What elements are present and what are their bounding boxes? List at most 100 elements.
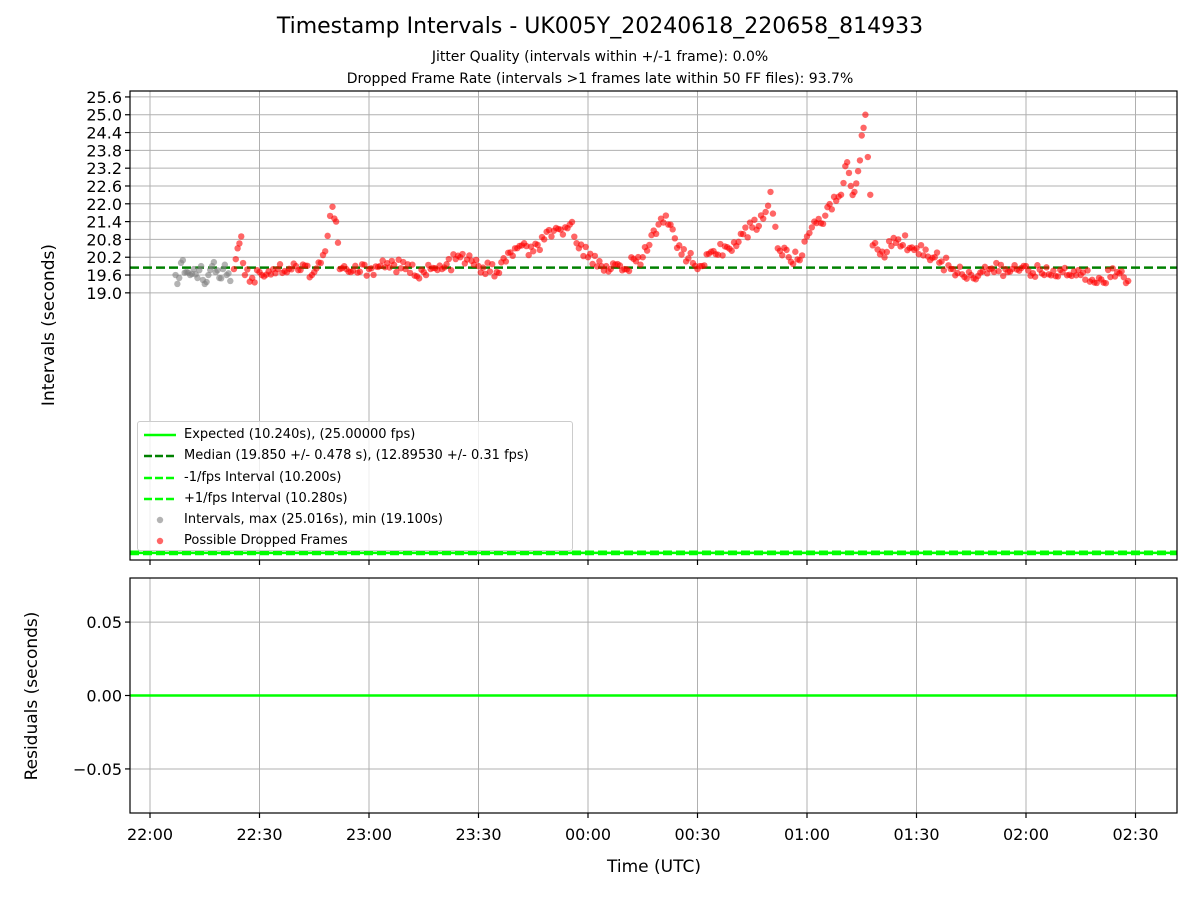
data-point (308, 271, 316, 279)
data-point (744, 234, 751, 241)
data-point (205, 271, 212, 279)
top-y-tick-label: 22.0 (86, 195, 122, 214)
top-y-tick-label: 21.4 (86, 213, 122, 232)
data-point (940, 267, 948, 274)
data-point (965, 268, 973, 276)
data-point (890, 234, 897, 242)
data-point (415, 275, 423, 282)
x-tick-label: 22:00 (127, 825, 173, 844)
chart-legend: Expected (10.240s), (25.00000 fps) Media… (137, 421, 573, 551)
dropped-frame-subtitle: Dropped Frame Rate (intervals >1 frames … (346, 71, 854, 87)
x-tick-label: 23:30 (455, 825, 501, 844)
data-point (1043, 264, 1050, 271)
data-point (687, 249, 694, 257)
data-point (845, 169, 853, 177)
data-point (888, 242, 895, 250)
data-point (616, 262, 624, 269)
data-point (196, 266, 203, 274)
x-tick-label: 01:30 (893, 825, 939, 844)
data-point (276, 261, 284, 268)
data-point (459, 250, 466, 258)
data-point (404, 261, 411, 268)
data-point (246, 278, 253, 285)
data-point (1054, 273, 1062, 280)
data-point (559, 231, 567, 238)
data-point (783, 246, 790, 254)
data-point (984, 270, 991, 277)
data-point (331, 215, 338, 222)
top-panel-y-ticks: 19.019.620.220.821.422.022.623.223.824.4… (86, 88, 130, 303)
data-point (329, 203, 336, 210)
data-point (548, 233, 555, 240)
data-point (637, 261, 644, 268)
data-point (710, 247, 717, 255)
data-point (842, 162, 849, 170)
top-y-tick-label: 23.8 (86, 141, 122, 160)
data-point (239, 259, 247, 267)
data-point (525, 251, 532, 259)
bottom-panel-x-ticks: 22:00 22:30 23:00 23:30 00:00 00:30 01:00 01:30… (127, 813, 1159, 844)
top-y-tick-label: 22.6 (86, 177, 122, 196)
data-point (830, 193, 838, 201)
data-point (673, 244, 681, 252)
data-point (864, 153, 872, 161)
data-point (534, 241, 541, 249)
data-point (883, 248, 891, 256)
data-point (625, 267, 633, 275)
data-point (981, 263, 989, 271)
x-tick-label: 22:30 (236, 825, 282, 844)
data-point (837, 191, 845, 198)
data-point (393, 268, 400, 276)
data-point (938, 258, 945, 265)
data-point (225, 270, 232, 277)
data-point (502, 258, 510, 265)
data-point (1093, 279, 1100, 287)
data-point (363, 272, 370, 279)
data-point (509, 252, 516, 260)
data-point (1031, 273, 1039, 280)
data-point (607, 265, 615, 273)
data-point (999, 272, 1007, 280)
data-point (854, 167, 862, 175)
data-point (290, 260, 297, 267)
data-point (808, 224, 816, 231)
top-panel-points (172, 111, 1132, 288)
data-point (849, 191, 856, 199)
data-point (680, 246, 688, 253)
data-point (789, 260, 797, 268)
data-point (646, 241, 653, 249)
data-point (933, 249, 941, 256)
data-point (826, 200, 833, 208)
data-point (871, 239, 879, 247)
data-point (947, 265, 954, 273)
data-point (381, 264, 389, 271)
data-point (564, 224, 571, 232)
data-point (742, 224, 749, 231)
x-axis-label: Time (UTC) (606, 857, 701, 877)
top-y-tick-label: 19.6 (86, 266, 122, 285)
data-point (479, 264, 487, 271)
data-point (858, 132, 865, 139)
top-y-tick-label: 19.0 (86, 284, 122, 303)
top-y-tick-label: 23.2 (86, 159, 122, 178)
data-point (922, 246, 929, 253)
data-point (767, 188, 774, 196)
legend-minus-fps-swatch (144, 476, 176, 479)
x-tick-label: 00:00 (565, 825, 611, 844)
data-point (203, 278, 210, 286)
data-point (778, 252, 786, 259)
data-point (643, 247, 651, 254)
data-point (232, 255, 239, 263)
bottom-y-tick-label: 0.05 (86, 613, 122, 632)
data-point (885, 237, 893, 245)
data-point (304, 262, 311, 269)
data-point (840, 179, 847, 187)
data-point (288, 266, 295, 273)
data-point (297, 266, 304, 274)
data-point (174, 280, 181, 288)
data-point (853, 180, 860, 187)
data-point (719, 252, 726, 259)
data-point (176, 274, 183, 282)
legend-entry-dropped-frames: Possible Dropped Frames (138, 530, 572, 551)
